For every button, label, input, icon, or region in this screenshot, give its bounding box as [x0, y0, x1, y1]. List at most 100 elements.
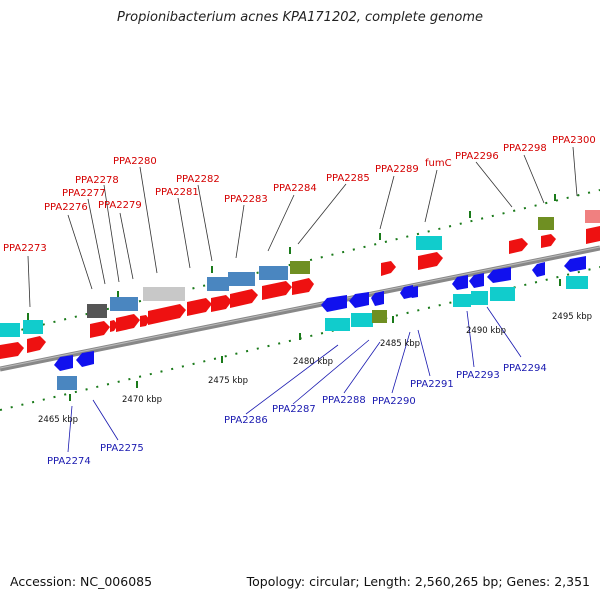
cds-box-cyan [351, 313, 373, 327]
cds-box-cyan [566, 276, 588, 289]
gene-label: PPA2283 [224, 194, 268, 205]
gene-label: PPA2284 [273, 183, 317, 194]
gene-label: PPA2288 [322, 395, 366, 406]
cds-box-blue [259, 266, 288, 280]
map-title: Propionibacterium acnes KPA171202, compl… [117, 10, 483, 25]
forward-gene-arrow [541, 234, 556, 248]
reverse-gene-arrow [408, 286, 418, 298]
forward-gene-arrow [586, 226, 600, 244]
gene-label: PPA2275 [100, 443, 144, 454]
genome-summary-text: Topology: circular; Length: 2,560,265 bp… [246, 574, 590, 589]
gene-label: PPA2294 [503, 363, 547, 374]
cds-box-blue [57, 376, 77, 390]
gene-label: PPA2274 [47, 456, 91, 467]
reverse-gene-arrow [349, 292, 369, 308]
cds-box-cyan [325, 318, 350, 331]
gene-label: fumC [425, 158, 452, 169]
cds-box-blue [228, 272, 255, 286]
leader-line [67, 214, 93, 290]
gene-label: PPA2273 [3, 243, 47, 254]
cds-box-cyan [471, 291, 488, 305]
leader-line [417, 329, 431, 377]
cds-box-cyan [23, 320, 43, 334]
reverse-gene-arrow [532, 262, 545, 277]
cds-box-blue [110, 297, 138, 311]
leader-line [466, 310, 475, 368]
upper-major-ticks [27, 194, 556, 320]
gene-label: PPA2278 [75, 175, 119, 186]
cds-box-olive [290, 261, 310, 274]
forward-gene-arrow [509, 238, 528, 254]
tick-label: 2480 kbp [293, 357, 333, 367]
gene-label: PPA2281 [155, 187, 199, 198]
gene-label: PPA2279 [98, 200, 142, 211]
forward-labels: PPA2273 PPA2276 PPA2277 PPA2278 PPA2279 … [3, 135, 596, 254]
forward-gene-arrow [381, 261, 396, 276]
leader-line [475, 161, 513, 208]
forward-leader-lines [27, 146, 578, 308]
tick-label: 2470 kbp [122, 395, 162, 405]
cds-box-blue [207, 277, 229, 291]
gene-label: PPA2282 [176, 174, 220, 185]
gene-label: PPA2291 [410, 379, 454, 390]
gene-label: PPA2280 [113, 156, 157, 167]
leader-line [87, 198, 106, 285]
reverse-gene-arrow [487, 267, 511, 283]
gene-label: PPA2277 [62, 188, 106, 199]
leader-line [523, 154, 545, 204]
forward-gene-arrow [187, 298, 212, 316]
cds-box-pink [585, 210, 600, 223]
forward-gene-arrow [230, 289, 258, 308]
forward-gene-arrow [116, 314, 140, 332]
leader-line [292, 339, 370, 405]
reverse-gene-arrow [371, 291, 384, 306]
gene-label: PPA2298 [503, 143, 547, 154]
reverse-gene-arrow [54, 355, 73, 371]
gene-label: PPA2289 [375, 164, 419, 175]
leader-line [235, 204, 245, 259]
cds-box-cyan [0, 323, 20, 337]
gene-label: PPA2286 [224, 415, 268, 426]
forward-gene-arrow [418, 252, 443, 270]
cds-box-cyan [490, 287, 515, 301]
leader-line [92, 399, 119, 441]
leader-line [245, 344, 339, 415]
cds-box-dark [87, 304, 107, 318]
forward-gene-arrow [0, 342, 24, 359]
reverse-leader-lines [67, 306, 522, 453]
tick-label: 2475 kbp [208, 376, 248, 386]
forward-gene-arrow [211, 295, 232, 312]
reverse-gene-arrow [76, 351, 94, 367]
gene-label: PPA2293 [456, 370, 500, 381]
reverse-labels: PPA2274 PPA2275 PPA2286 PPA2287 PPA2288 … [47, 363, 547, 467]
leader-line [343, 341, 381, 394]
gene-label: PPA2276 [44, 202, 88, 213]
leader-line [67, 405, 73, 453]
scale-labels: 2465 kbp 2470 kbp 2475 kbp 2480 kbp 2485… [38, 312, 592, 425]
gene-label: PPA2296 [455, 151, 499, 162]
tick-label: 2495 kbp [552, 312, 592, 322]
forward-cds-row [0, 210, 600, 337]
reverse-gene-arrow [564, 256, 586, 272]
reverse-gene-arrow [469, 273, 484, 288]
leader-line [267, 194, 295, 252]
genome-backbone-highlight [0, 246, 600, 369]
genome-backbone [0, 245, 600, 372]
cds-box-cyan [416, 236, 442, 250]
tick-label: 2465 kbp [38, 415, 78, 425]
cds-box-gray [143, 287, 185, 301]
gene-label: PPA2285 [326, 173, 370, 184]
leader-line [103, 184, 120, 283]
forward-gene-arrow [292, 278, 314, 295]
leader-line [379, 175, 395, 230]
leader-line [139, 166, 158, 274]
forward-gene-arrows [0, 226, 600, 359]
reverse-gene-arrow [321, 295, 347, 312]
reverse-gene-arrow [400, 285, 413, 299]
cds-box-olive [538, 217, 554, 230]
leader-line [424, 169, 438, 223]
forward-gene-arrow [90, 321, 110, 338]
leader-line [486, 306, 522, 358]
leader-line [119, 212, 134, 280]
